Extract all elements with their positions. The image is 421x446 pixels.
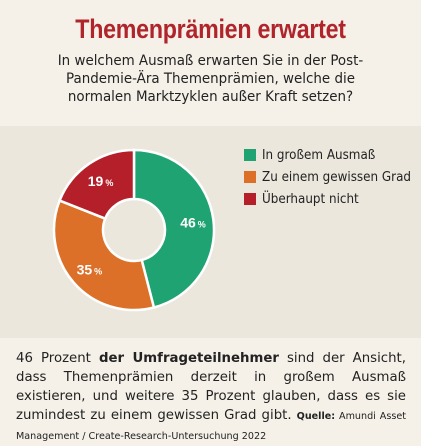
legend-label: Überhaupt nicht <box>262 191 359 207</box>
slice-value-label: 35% <box>77 261 103 277</box>
survey-question: In welchem Ausmaß erwarten Sie in der Po… <box>57 52 364 105</box>
summary-lead: 46 Prozent <box>16 351 99 366</box>
summary-text: 46 Prozent der Umfrageteilnehmer sind de… <box>16 349 406 446</box>
pie-slice-gross <box>132 148 216 310</box>
source-label: Quelle: <box>296 411 336 422</box>
legend-swatch-gross <box>244 149 256 161</box>
legend-item-nicht: Überhaupt nicht <box>244 189 421 209</box>
legend-label: In großem Ausmaß <box>262 147 376 163</box>
pie-slice-gewiss <box>52 198 156 312</box>
source-line: Quelle: Amundi Asset Management / Create… <box>16 411 406 442</box>
slice-value-label: 46% <box>180 215 206 231</box>
summary-bold: der Umfrageteilnehmer <box>98 351 279 366</box>
chart-legend: In großem Ausmaß Zu einem gewissen Grad … <box>244 145 421 211</box>
slice-value-label: 19% <box>88 173 114 189</box>
legend-label: Zu einem gewissen Grad <box>262 169 412 185</box>
summary-rest: sind der Ansicht, dass Themenprämien der… <box>16 351 406 423</box>
pie-slice-nicht <box>57 148 136 221</box>
legend-swatch-gewiss <box>244 171 256 183</box>
legend-item-gross: In großem Ausmaß <box>244 145 421 165</box>
page-title: Themenprämien erwartet <box>75 14 346 44</box>
legend-item-gewiss: Zu einem gewissen Grad <box>244 167 421 187</box>
source-text: Amundi Asset Management / Create-Researc… <box>16 411 406 442</box>
chart-area: 46% 35% 19% In großem Ausmaß Zu einem gewi… <box>0 126 421 338</box>
legend-swatch-nicht <box>244 193 256 205</box>
donut-chart: 46 % 35 % 19% <box>52 148 216 312</box>
